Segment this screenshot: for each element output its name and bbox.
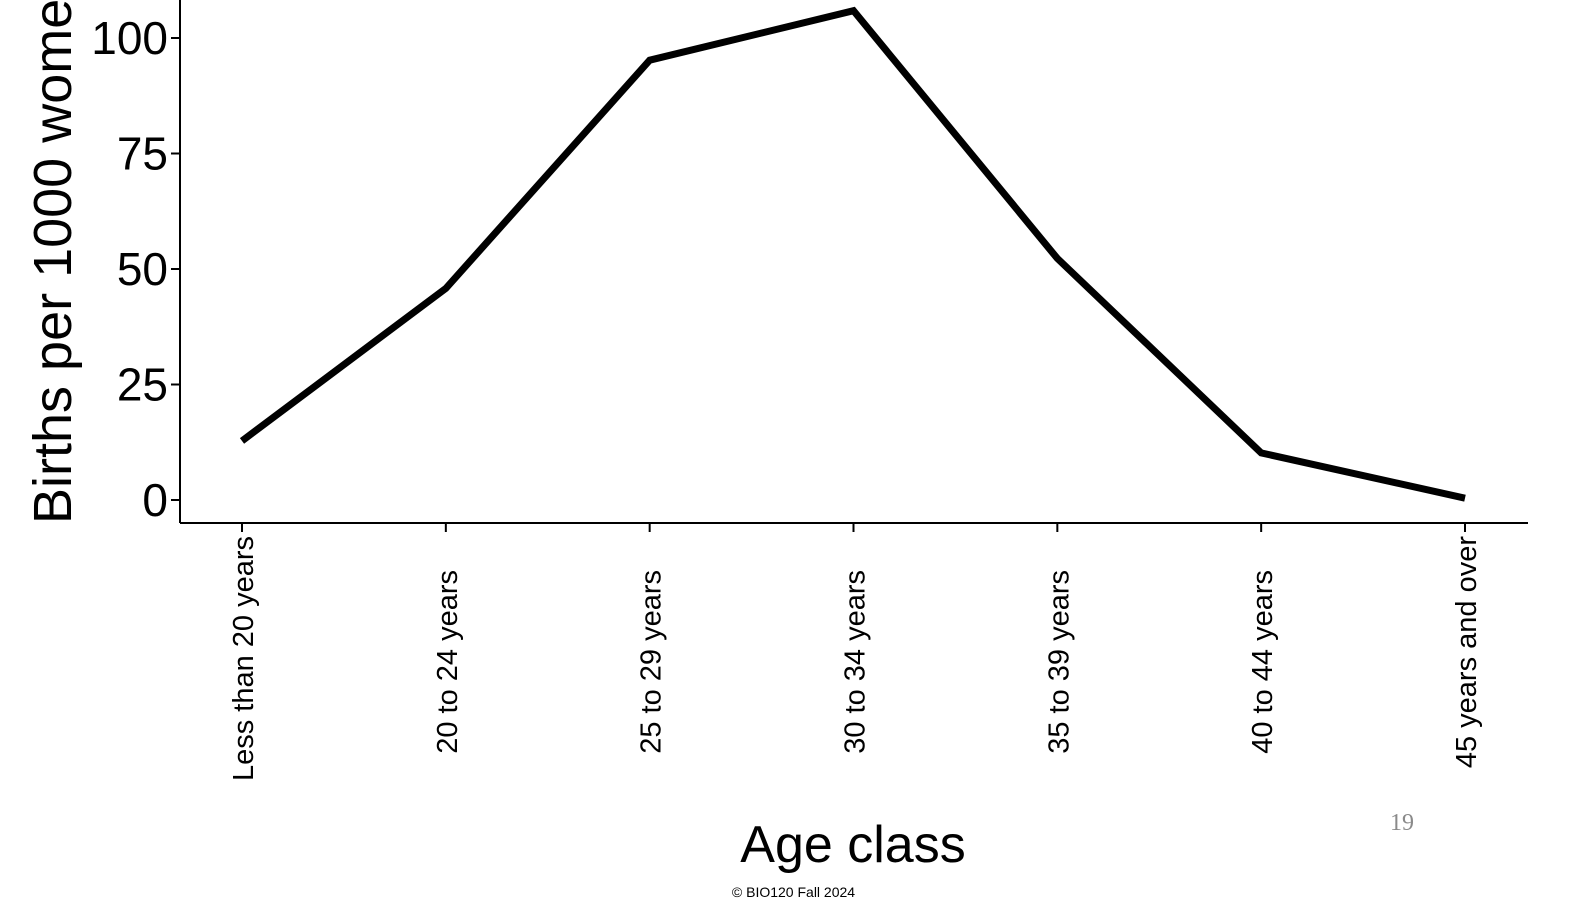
x-tick-label: 20 to 24 years [432, 570, 464, 754]
y-tick-label: 0 [142, 474, 168, 526]
page-number: 19 [1390, 810, 1414, 836]
series-line [239, 6, 1466, 502]
x-tick-label: 25 to 29 years [636, 570, 668, 754]
y-tick-label: 25 [117, 359, 168, 411]
x-axis: Less than 20 years 20 to 24 years 25 to 29… [180, 522, 1528, 781]
y-tick-label: 75 [117, 128, 168, 180]
x-tick-label: 45 years and over [1451, 536, 1483, 768]
x-tick-label: 30 to 34 years [840, 570, 872, 754]
y-axis-title: Births per 1000 women [23, 0, 83, 524]
y-tick-label: 50 [117, 243, 168, 295]
x-axis-title: Age class [740, 816, 965, 874]
series-layer [239, 6, 1466, 502]
copyright-footer: © BIO120 Fall 2024 [731, 884, 856, 900]
y-axis: 0 25 50 75 100 [91, 0, 181, 526]
x-tick-label: 35 to 39 years [1043, 570, 1075, 754]
x-tick-label: Less than 20 years [228, 536, 260, 781]
x-tick-label: 40 to 44 years [1247, 570, 1279, 754]
y-tick-label: 100 [91, 12, 168, 64]
